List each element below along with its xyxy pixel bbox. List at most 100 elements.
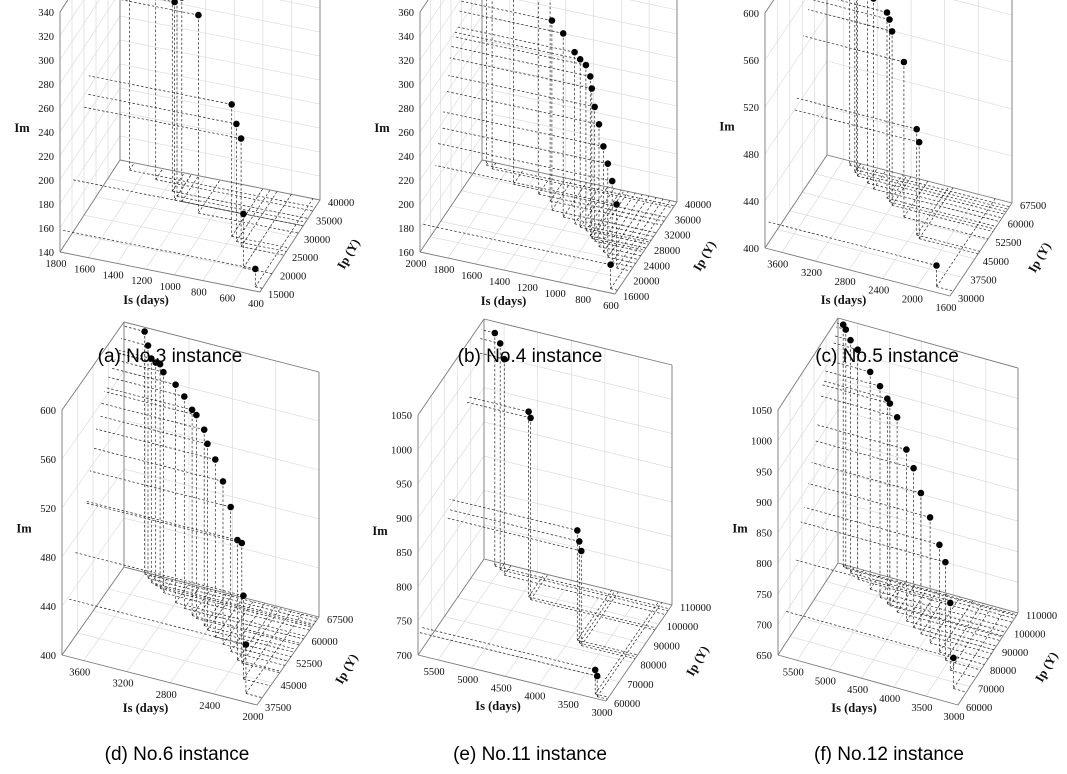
box-edge [59, 251, 261, 293]
y-tick-label: 16000 [623, 292, 649, 303]
x-tick-label: 1800 [46, 259, 67, 270]
z-tick-label: 520 [40, 504, 56, 515]
data-point [854, 346, 861, 354]
grid-line [777, 470, 839, 564]
drop-line [916, 186, 950, 236]
y-tick-label: 110000 [1026, 611, 1057, 622]
grid-line [108, 588, 304, 640]
y-tick-label: 60000 [1008, 220, 1034, 231]
grid-line [430, 236, 626, 279]
drop-line [99, 415, 208, 445]
drop-line [889, 175, 908, 202]
drop-line [530, 599, 655, 631]
box-edge [259, 199, 321, 293]
grid-line [88, 165, 149, 258]
drop-line [104, 391, 197, 416]
x-tick-label: 600 [220, 293, 236, 304]
box-edge [417, 654, 607, 702]
z-tick-label: 600 [743, 9, 759, 20]
z-tick-label: 480 [743, 150, 759, 161]
caption-a: (a) No.3 instance [98, 346, 243, 367]
box-edge [61, 654, 258, 706]
drop-line [616, 198, 664, 269]
box-edge [123, 321, 320, 373]
drop-line [581, 645, 636, 660]
x-tick-label: 2400 [199, 701, 220, 712]
data-point [548, 17, 556, 24]
grid-line [629, 0, 678, 11]
data-point [915, 138, 923, 146]
grid-line [123, 468, 320, 520]
data-point [200, 426, 208, 434]
z-tick-label: 560 [40, 455, 56, 466]
grid-line [123, 419, 320, 471]
y-tick-label: 36000 [675, 215, 701, 226]
y-axis-label: Ip (Y) [332, 652, 360, 687]
z-tick-label: 900 [396, 514, 412, 525]
y-tick-label: 35000 [316, 216, 342, 227]
x-axis-label: Is (days) [123, 293, 169, 307]
drop-line [419, 632, 598, 677]
z-tick-label: 650 [756, 651, 772, 662]
drop-line [804, 506, 940, 546]
drop-line [449, 498, 578, 531]
box-edge [949, 202, 1013, 297]
grid-line [437, 563, 505, 661]
y-tick-label: 15000 [268, 290, 294, 301]
drop-line [850, 567, 855, 574]
data-point [903, 446, 910, 453]
data-point [607, 261, 614, 269]
drop-line [879, 597, 1006, 633]
x-tick-label: 3200 [801, 268, 822, 279]
data-point [525, 408, 532, 416]
data-point [847, 336, 854, 344]
z-axis-label: Im [14, 121, 30, 135]
drop-line [240, 191, 278, 247]
drop-line [953, 688, 967, 693]
y-tick-label: 60000 [312, 637, 338, 648]
drop-line [504, 565, 512, 576]
drop-line [448, 75, 595, 108]
data-point [181, 393, 188, 400]
grid-line [83, 572, 146, 661]
chart-d: 400 440 480 520 560 600 3600 3200 2800 2400 200037… [16, 321, 361, 723]
grid-line [174, 182, 235, 276]
drop-line [867, 167, 878, 184]
data-point [950, 654, 957, 662]
drop-line [147, 573, 152, 579]
box-edge [483, 318, 673, 366]
y-axis-label: Ip (Y) [683, 644, 711, 679]
grid-line [777, 348, 839, 441]
grid-line [431, 635, 620, 683]
drop-line [598, 192, 636, 247]
data-point [942, 558, 949, 566]
drop-line [916, 234, 980, 252]
z-axis-label: Im [372, 524, 388, 538]
x-tick-label: 2000 [902, 294, 923, 305]
drop-line [121, 0, 199, 16]
z-tick-label: 950 [756, 467, 772, 478]
drop-line [919, 238, 979, 255]
grid-line [170, 594, 233, 683]
drop-line [129, 162, 135, 171]
data-point [188, 406, 196, 414]
drop-line [466, 401, 531, 419]
drop-line [86, 93, 237, 125]
drop-line [453, 36, 586, 66]
drop-line [449, 57, 592, 89]
box-edge [61, 321, 125, 411]
drop-line [236, 241, 287, 252]
data-point [587, 73, 594, 80]
drop-line [255, 286, 263, 289]
drop-line [174, 199, 304, 227]
drop-line [120, 338, 149, 346]
drop-line [549, 177, 566, 202]
drop-line [198, 212, 299, 234]
z-tick-label: 340 [398, 32, 414, 43]
drop-line [196, 590, 217, 619]
y-tick-label: 30000 [958, 294, 984, 305]
drop-line [802, 35, 904, 63]
drop-line [420, 626, 596, 671]
data-point [171, 0, 178, 6]
drop-line [500, 569, 669, 612]
